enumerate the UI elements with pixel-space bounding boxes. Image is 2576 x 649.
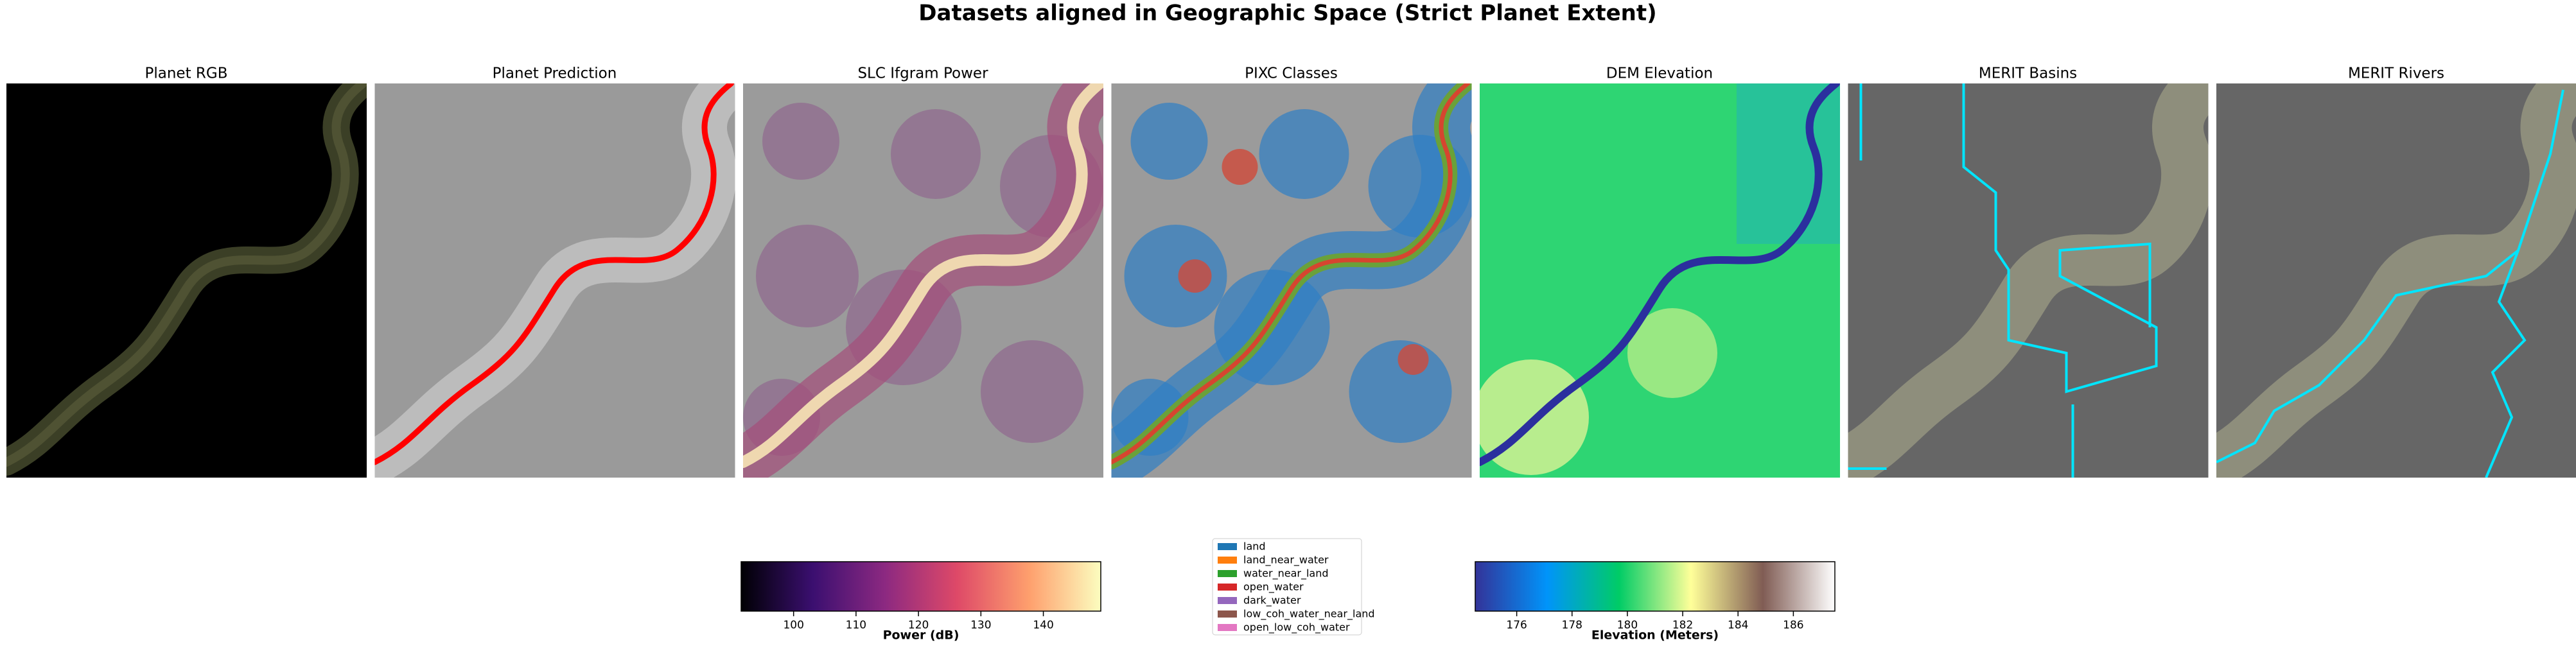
tick-label: 180 bbox=[1617, 619, 1638, 632]
legend-swatch bbox=[1218, 543, 1237, 550]
speckle bbox=[1398, 344, 1429, 375]
tick-label: 100 bbox=[783, 619, 803, 632]
legend-label: low_coh_water_near_land bbox=[1243, 608, 1375, 621]
colorbar bbox=[1475, 561, 1836, 612]
shade bbox=[1627, 308, 1717, 398]
legend-label: land_near_water bbox=[1243, 554, 1329, 567]
legend-swatch bbox=[1218, 557, 1237, 564]
tick-label: 130 bbox=[970, 619, 991, 632]
tick-label: 178 bbox=[1562, 619, 1582, 632]
legend-swatch bbox=[1218, 570, 1237, 577]
panel-title: Planet Prediction bbox=[493, 65, 617, 82]
speckle bbox=[1222, 149, 1258, 185]
tick-label: 140 bbox=[1033, 619, 1053, 632]
panel-image bbox=[1111, 83, 1472, 478]
speckle bbox=[1124, 225, 1227, 327]
speckle bbox=[891, 109, 981, 199]
speckle bbox=[756, 225, 859, 327]
legend-label: land bbox=[1243, 541, 1266, 553]
tick-label: 176 bbox=[1506, 619, 1527, 632]
shade bbox=[1737, 83, 1840, 244]
colorbar bbox=[740, 561, 1101, 612]
figure-title: Datasets aligned in Geographic Space (St… bbox=[918, 1, 1656, 26]
panel-image bbox=[2216, 83, 2576, 478]
speckle bbox=[1259, 109, 1349, 199]
panel-title: Planet RGB bbox=[145, 65, 228, 82]
tick-label: 184 bbox=[1728, 619, 1748, 632]
legend-label: open_low_coh_water bbox=[1243, 621, 1350, 634]
legend-swatch bbox=[1218, 584, 1237, 591]
panel-image bbox=[374, 83, 735, 478]
speckle bbox=[762, 103, 839, 180]
speckle bbox=[1130, 103, 1208, 180]
tick-label: 110 bbox=[846, 619, 866, 632]
panel-title: MERIT Basins bbox=[1979, 65, 2077, 82]
tick-label: 182 bbox=[1672, 619, 1693, 632]
speckle bbox=[981, 340, 1083, 443]
legend-label: dark_water bbox=[1243, 594, 1301, 607]
colorbar-label: Elevation (Meters) bbox=[1591, 628, 1719, 643]
panel-title: DEM Elevation bbox=[1606, 65, 1713, 82]
panel-title: PIXC Classes bbox=[1245, 65, 1338, 82]
legend-swatch bbox=[1218, 597, 1237, 604]
tick-label: 186 bbox=[1783, 619, 1803, 632]
panel-title: MERIT Rivers bbox=[2348, 65, 2444, 82]
panel-image bbox=[743, 83, 1103, 478]
panel-image bbox=[6, 83, 367, 478]
panel-title: SLC Ifgram Power bbox=[857, 65, 988, 82]
river-line bbox=[2216, 89, 2564, 478]
speckle bbox=[1178, 259, 1212, 293]
panel-image bbox=[1480, 83, 1840, 478]
basin-line bbox=[1848, 83, 2158, 478]
legend-swatch bbox=[1218, 624, 1237, 631]
legend-box bbox=[1212, 538, 1362, 636]
panel-image bbox=[1848, 83, 2209, 478]
tick-label: 120 bbox=[908, 619, 929, 632]
legend-label: open_water bbox=[1243, 581, 1304, 594]
legend-label: water_near_land bbox=[1243, 567, 1329, 580]
colorbar-label: Power (dB) bbox=[883, 628, 959, 643]
legend-swatch bbox=[1218, 610, 1237, 618]
